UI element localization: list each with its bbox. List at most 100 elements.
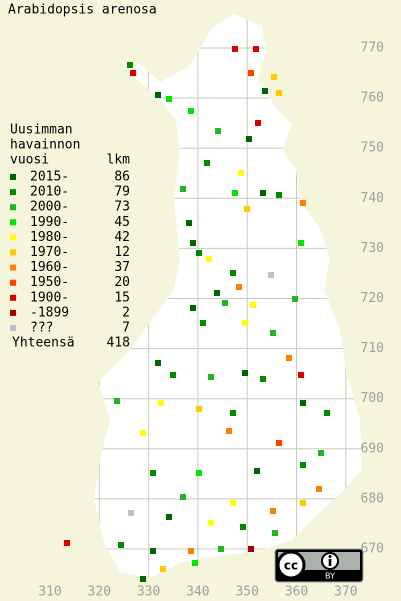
occurrence-square	[298, 372, 304, 378]
title: Arabidopsis arenosa	[8, 3, 157, 18]
legend-swatch	[10, 279, 16, 286]
legend-count: 7	[122, 321, 130, 336]
x-label: 360	[285, 585, 308, 600]
occurrence-square	[268, 272, 274, 278]
x-label: 310	[38, 585, 61, 600]
legend-label: 2010-	[30, 185, 69, 200]
occurrence-square	[188, 108, 194, 114]
occurrence-square	[292, 296, 298, 302]
legend-label: 2000-	[30, 200, 69, 215]
y-label: 680	[361, 491, 384, 506]
occurrence-square	[208, 374, 214, 380]
occurrence-square	[244, 206, 250, 212]
occurrence-square	[242, 320, 248, 326]
legend-count: 45	[114, 215, 130, 230]
occurrence-square	[318, 450, 324, 456]
legend-count: 42	[114, 230, 130, 245]
occurrence-square	[150, 470, 156, 476]
legend-count: 73	[114, 200, 130, 215]
legend-count: 12	[114, 245, 130, 260]
x-label: 340	[186, 585, 209, 600]
occurrence-square	[170, 372, 176, 378]
by-head	[328, 555, 332, 558]
occurrence-square	[260, 376, 266, 382]
y-label: 690	[361, 441, 384, 456]
legend-count: 79	[114, 185, 130, 200]
legend-label: 1960-	[30, 260, 69, 275]
y-label: 720	[361, 291, 384, 306]
occurrence-square	[196, 470, 202, 476]
occurrence-square	[127, 62, 133, 68]
occurrence-square	[250, 302, 256, 308]
x-label: 330	[137, 585, 160, 600]
occurrence-square	[260, 190, 266, 196]
occurrence-square	[276, 192, 282, 198]
occurrence-square	[155, 360, 161, 366]
legend-swatch	[10, 174, 16, 180]
occurrence-square	[300, 200, 306, 206]
occurrence-square	[206, 256, 212, 262]
legend-count: 15	[114, 290, 130, 305]
legend-label: 1970-	[30, 245, 69, 260]
legend-swatch	[10, 249, 16, 256]
license-badge: cc BY	[274, 548, 364, 583]
occurrence-square	[271, 74, 277, 80]
y-label: 730	[361, 241, 384, 256]
occurrence-square	[180, 186, 186, 192]
occurrence-square	[118, 542, 124, 548]
occurrence-square	[262, 88, 268, 94]
legend-count: 37	[114, 260, 130, 275]
occurrence-square	[232, 46, 238, 52]
occurrence-square	[204, 160, 210, 166]
occurrence-square	[158, 400, 164, 406]
occurrence-square	[214, 290, 220, 296]
occurrence-square	[230, 410, 236, 416]
occurrence-square	[150, 548, 156, 554]
occurrence-square	[238, 170, 244, 176]
occurrence-square	[192, 560, 198, 566]
occurrence-square	[248, 70, 254, 76]
occurrence-square	[300, 400, 306, 406]
legend-heading: Uusimman	[10, 123, 73, 138]
occurrence-square	[215, 128, 221, 134]
occurrence-square	[242, 370, 248, 376]
occurrence-square	[270, 508, 276, 514]
occurrence-square	[236, 284, 242, 290]
occurrence-square	[270, 330, 276, 336]
occurrence-square	[232, 190, 238, 196]
legend-swatch	[10, 219, 16, 226]
legend-label: 1990-	[30, 215, 69, 230]
occurrence-square	[254, 468, 260, 474]
occurrence-square	[130, 70, 136, 76]
occurrence-square	[300, 462, 306, 468]
occurrence-square	[140, 576, 146, 582]
occurrence-square	[128, 510, 134, 516]
legend-label: 1980-	[30, 230, 69, 245]
occurrence-square	[240, 524, 246, 530]
y-label: 750	[361, 141, 384, 156]
legend-label: 2015-	[30, 170, 69, 185]
legend-count: 20	[114, 275, 130, 290]
occurrence-square	[160, 566, 166, 572]
legend-swatch	[10, 189, 16, 196]
occurrence-square	[246, 136, 252, 142]
occurrence-square	[140, 430, 146, 436]
legend-label: -1899	[30, 305, 69, 320]
y-label: 770	[361, 41, 384, 56]
y-label: 670	[361, 542, 384, 557]
legend-count-heading: lkm	[107, 153, 131, 168]
legend-swatch	[10, 234, 16, 241]
cc-circle	[276, 550, 306, 580]
legend-swatch	[10, 264, 16, 271]
legend-label: ???	[30, 321, 53, 336]
occurrence-square	[300, 500, 306, 506]
x-label: 370	[334, 585, 357, 600]
occurrence-square	[166, 514, 172, 520]
occurrence-square	[186, 220, 192, 226]
y-label: 760	[361, 91, 384, 106]
occurrence-square	[230, 270, 236, 276]
legend-swatch	[10, 325, 16, 331]
occurrence-square	[188, 548, 194, 554]
